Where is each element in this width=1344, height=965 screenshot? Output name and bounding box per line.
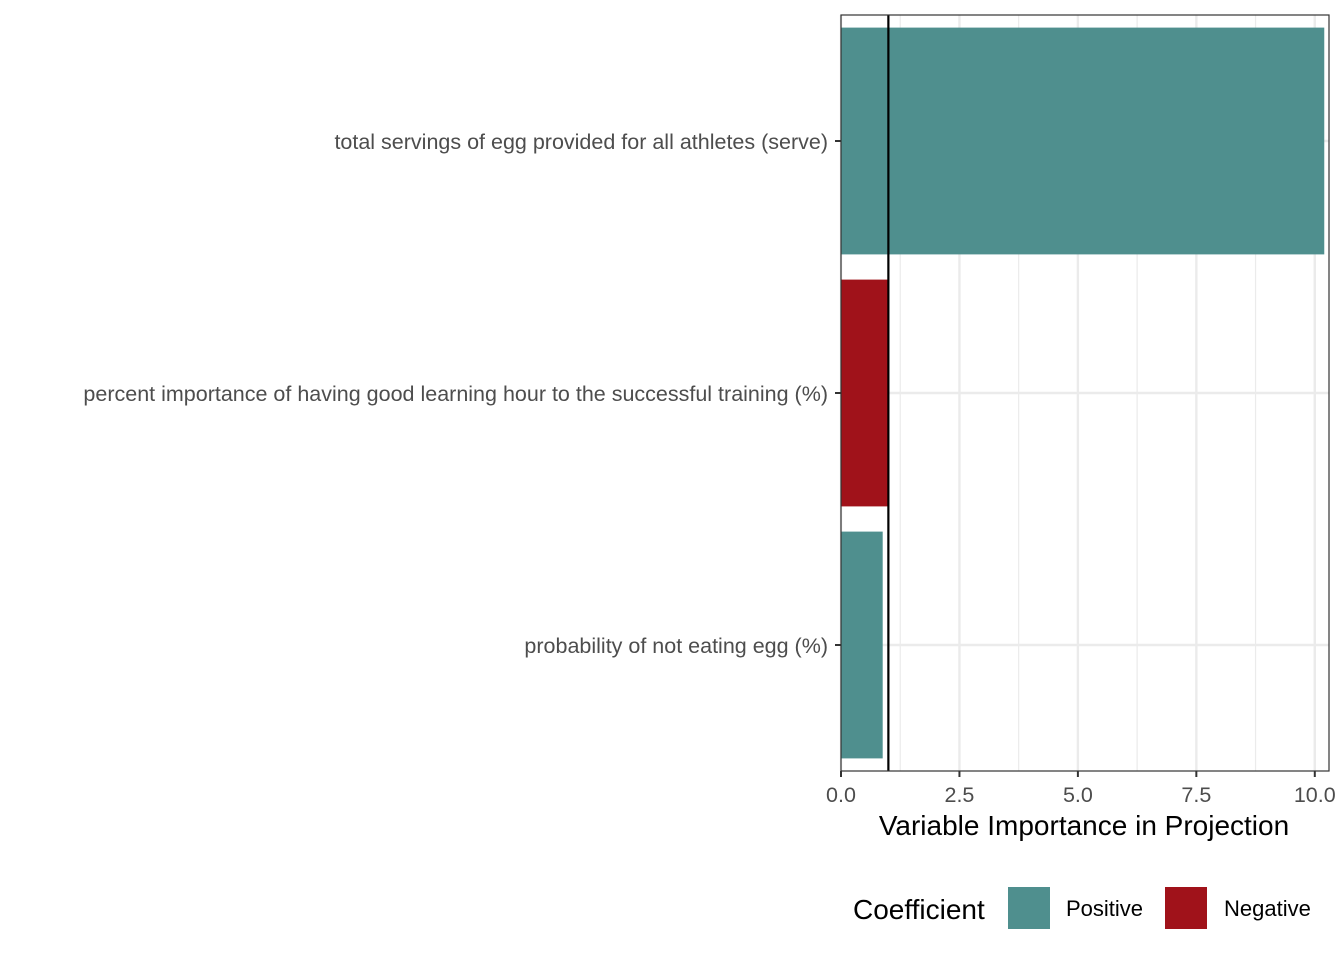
legend-label-positive: Positive (1066, 896, 1143, 921)
legend-title: Coefficient (853, 894, 985, 925)
legend-label-negative: Negative (1224, 896, 1311, 921)
x-axis-title: Variable Importance in Projection (879, 810, 1289, 841)
bars-layer (841, 27, 1325, 759)
y-tick-label: probability of not eating egg (%) (524, 634, 828, 658)
x-axis: 0.0 2.5 5.0 7.5 10.0 (826, 771, 1336, 807)
x-tick-label: 7.5 (1181, 783, 1211, 807)
y-tick-label: percent importance of having good learni… (83, 382, 828, 406)
x-tick-label: 10.0 (1294, 783, 1336, 807)
bar-3 (841, 531, 883, 759)
legend-key-negative (1165, 887, 1207, 929)
bar-2 (841, 279, 889, 507)
legend-key-positive (1008, 887, 1050, 929)
x-tick-label: 5.0 (1063, 783, 1093, 807)
x-tick-label: 2.5 (945, 783, 975, 807)
y-axis: total servings of egg provided for all a… (83, 130, 841, 658)
y-tick-label: total servings of egg provided for all a… (334, 130, 828, 154)
legend: Coefficient Positive Negative (853, 887, 1311, 929)
x-tick-label: 0.0 (826, 783, 856, 807)
bar-1 (841, 27, 1325, 255)
